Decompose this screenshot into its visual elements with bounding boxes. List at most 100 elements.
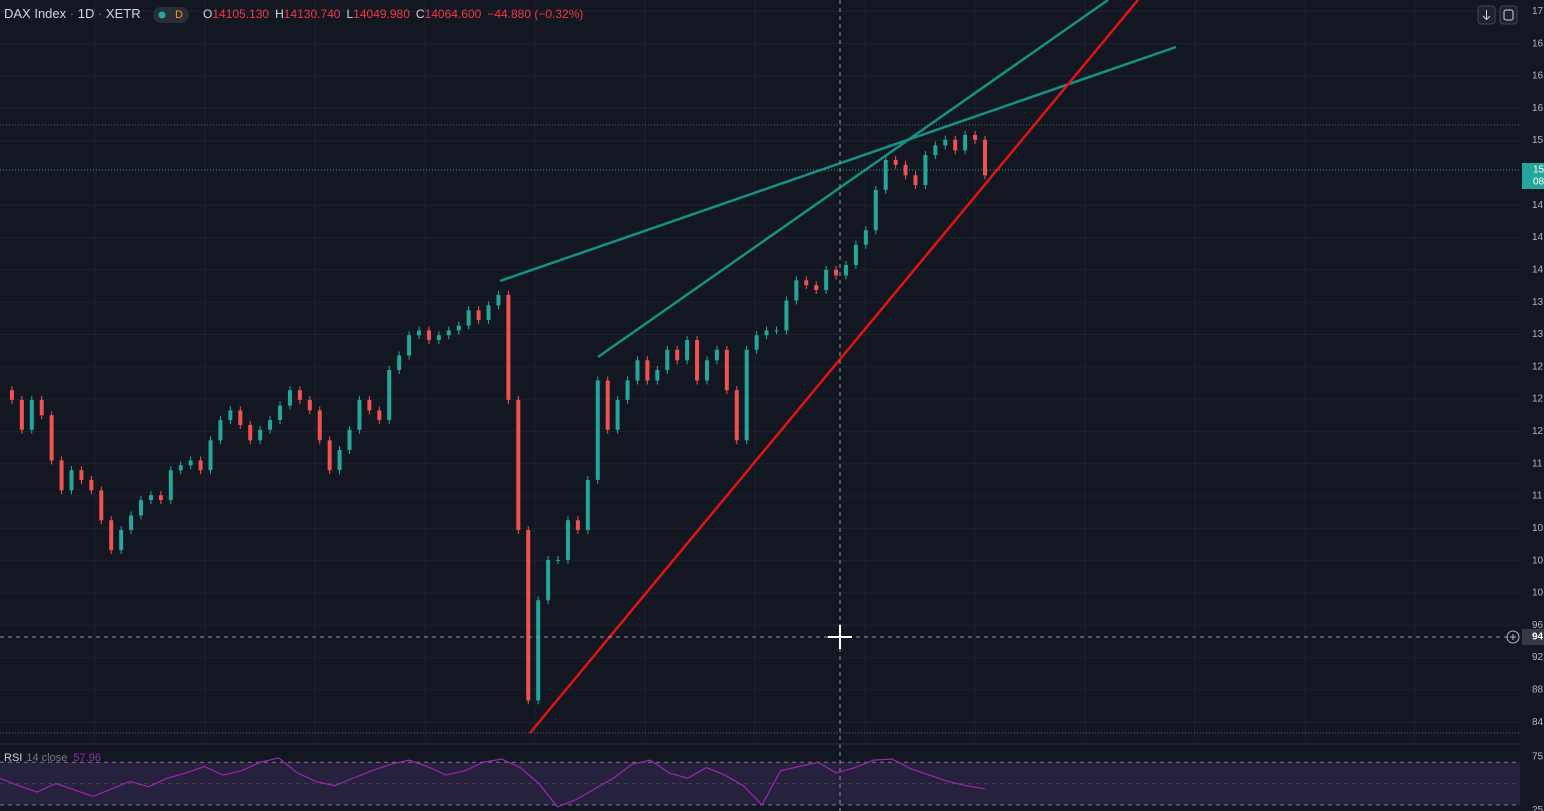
candle bbox=[824, 269, 829, 291]
candle bbox=[585, 479, 590, 530]
y-tick-label: 10 bbox=[1532, 523, 1544, 534]
candle bbox=[248, 424, 253, 441]
y-tick-label: 12 bbox=[1532, 361, 1544, 372]
y-tick-label: 16 bbox=[1532, 103, 1544, 114]
ohlc-key: O bbox=[203, 7, 212, 21]
interval: 1D bbox=[78, 6, 95, 21]
candle bbox=[903, 164, 908, 176]
ohlc: O14105.130 H14130.740 L14049.980 C14064.600… bbox=[203, 7, 583, 21]
candle bbox=[953, 139, 958, 151]
candle bbox=[973, 134, 978, 140]
crosshair-tag bbox=[1522, 629, 1544, 645]
candle bbox=[615, 399, 620, 430]
rsi-tick-label: 75 bbox=[1532, 752, 1544, 763]
ohlc-value: 14130.740 bbox=[284, 7, 341, 21]
candle bbox=[436, 335, 441, 341]
price-scale-labels: 17 16 16 16 15 14 14 14 13 13 12 12 12 11 11 10 10 10 96 92… bbox=[1532, 6, 1544, 811]
candle bbox=[744, 349, 749, 441]
y-tick-label: 17 bbox=[1532, 6, 1544, 17]
candle bbox=[39, 399, 44, 416]
y-tick-label: 15 bbox=[1532, 135, 1544, 146]
y-tick-label: 13 bbox=[1532, 329, 1544, 340]
rsi-tick-label: 25 bbox=[1532, 805, 1544, 811]
candle bbox=[913, 175, 918, 185]
candle bbox=[655, 370, 660, 381]
candle bbox=[148, 495, 153, 501]
sep: · bbox=[94, 6, 106, 21]
candle bbox=[139, 500, 144, 516]
rsi-pane: RSI 14 close 57.96 bbox=[0, 752, 1520, 808]
candle bbox=[486, 305, 491, 320]
candle bbox=[734, 390, 739, 441]
candle bbox=[605, 380, 610, 430]
y-tick-label: 11 bbox=[1532, 491, 1543, 502]
candle bbox=[516, 399, 521, 530]
candle bbox=[228, 410, 233, 421]
candle bbox=[327, 440, 332, 471]
crosshair-cursor bbox=[828, 625, 852, 649]
ohlc-value: 14105.130 bbox=[212, 7, 269, 21]
candle bbox=[476, 310, 481, 320]
y-tick-label: 14 bbox=[1532, 264, 1544, 275]
candle bbox=[546, 559, 551, 601]
candle bbox=[59, 460, 64, 491]
trend-line bbox=[529, 0, 1139, 734]
change: −44.880 (−0.32%) bbox=[487, 7, 583, 21]
y-tick-label: 92 bbox=[1532, 652, 1544, 663]
y-tick-label: 10 bbox=[1532, 588, 1544, 599]
candle bbox=[397, 355, 402, 370]
rsi-legend: RSI 14 close 57.96 bbox=[4, 752, 101, 764]
ohlc-value: 14064.600 bbox=[425, 7, 482, 21]
candle bbox=[625, 380, 630, 400]
ohlc-key: L bbox=[346, 7, 353, 21]
y-tick-label: 11 bbox=[1532, 458, 1543, 469]
candle bbox=[804, 280, 809, 286]
candle bbox=[873, 189, 878, 231]
candle bbox=[426, 330, 431, 341]
candle bbox=[79, 470, 84, 480]
candle bbox=[853, 244, 858, 265]
candle bbox=[565, 520, 570, 560]
candle bbox=[178, 465, 183, 471]
fullscreen-button[interactable] bbox=[1499, 5, 1518, 25]
candle bbox=[704, 360, 709, 381]
candle bbox=[506, 294, 511, 400]
y-tick-label: 84 bbox=[1532, 717, 1544, 728]
candle bbox=[29, 399, 34, 430]
candle bbox=[536, 600, 541, 701]
candle bbox=[466, 310, 471, 326]
candle bbox=[814, 285, 819, 291]
status-badge[interactable] bbox=[153, 7, 189, 23]
candle bbox=[49, 415, 54, 461]
rsi-name: RSI bbox=[4, 752, 22, 764]
candle bbox=[9, 390, 14, 400]
candle bbox=[843, 264, 848, 276]
candle bbox=[337, 449, 342, 471]
candle bbox=[99, 490, 104, 521]
candle bbox=[943, 139, 948, 146]
candle bbox=[714, 349, 719, 361]
candle bbox=[367, 399, 372, 411]
y-tick-label: 14 bbox=[1532, 232, 1544, 243]
ohlc-value: 14049.980 bbox=[353, 7, 410, 21]
trend-line bbox=[499, 45, 1177, 283]
candle bbox=[198, 460, 203, 471]
price-tag-text: 08 bbox=[1533, 177, 1544, 188]
status-dot bbox=[158, 11, 166, 19]
candle bbox=[89, 479, 94, 491]
candle bbox=[635, 360, 640, 381]
y-tick-label: 13 bbox=[1532, 297, 1544, 308]
candle bbox=[685, 340, 690, 361]
ohlc-key: C bbox=[416, 7, 425, 21]
plus-button[interactable] bbox=[1506, 630, 1520, 644]
candle bbox=[774, 330, 779, 332]
candle bbox=[238, 410, 243, 425]
candle bbox=[377, 410, 382, 421]
candle bbox=[278, 405, 283, 421]
price-scale bbox=[1520, 0, 1544, 811]
candle bbox=[188, 460, 193, 466]
sep: · bbox=[66, 6, 78, 21]
